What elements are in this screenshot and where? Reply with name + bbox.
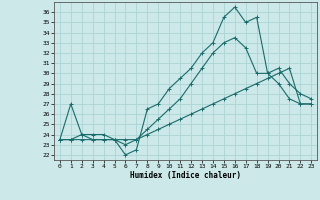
X-axis label: Humidex (Indice chaleur): Humidex (Indice chaleur) [130, 171, 241, 180]
